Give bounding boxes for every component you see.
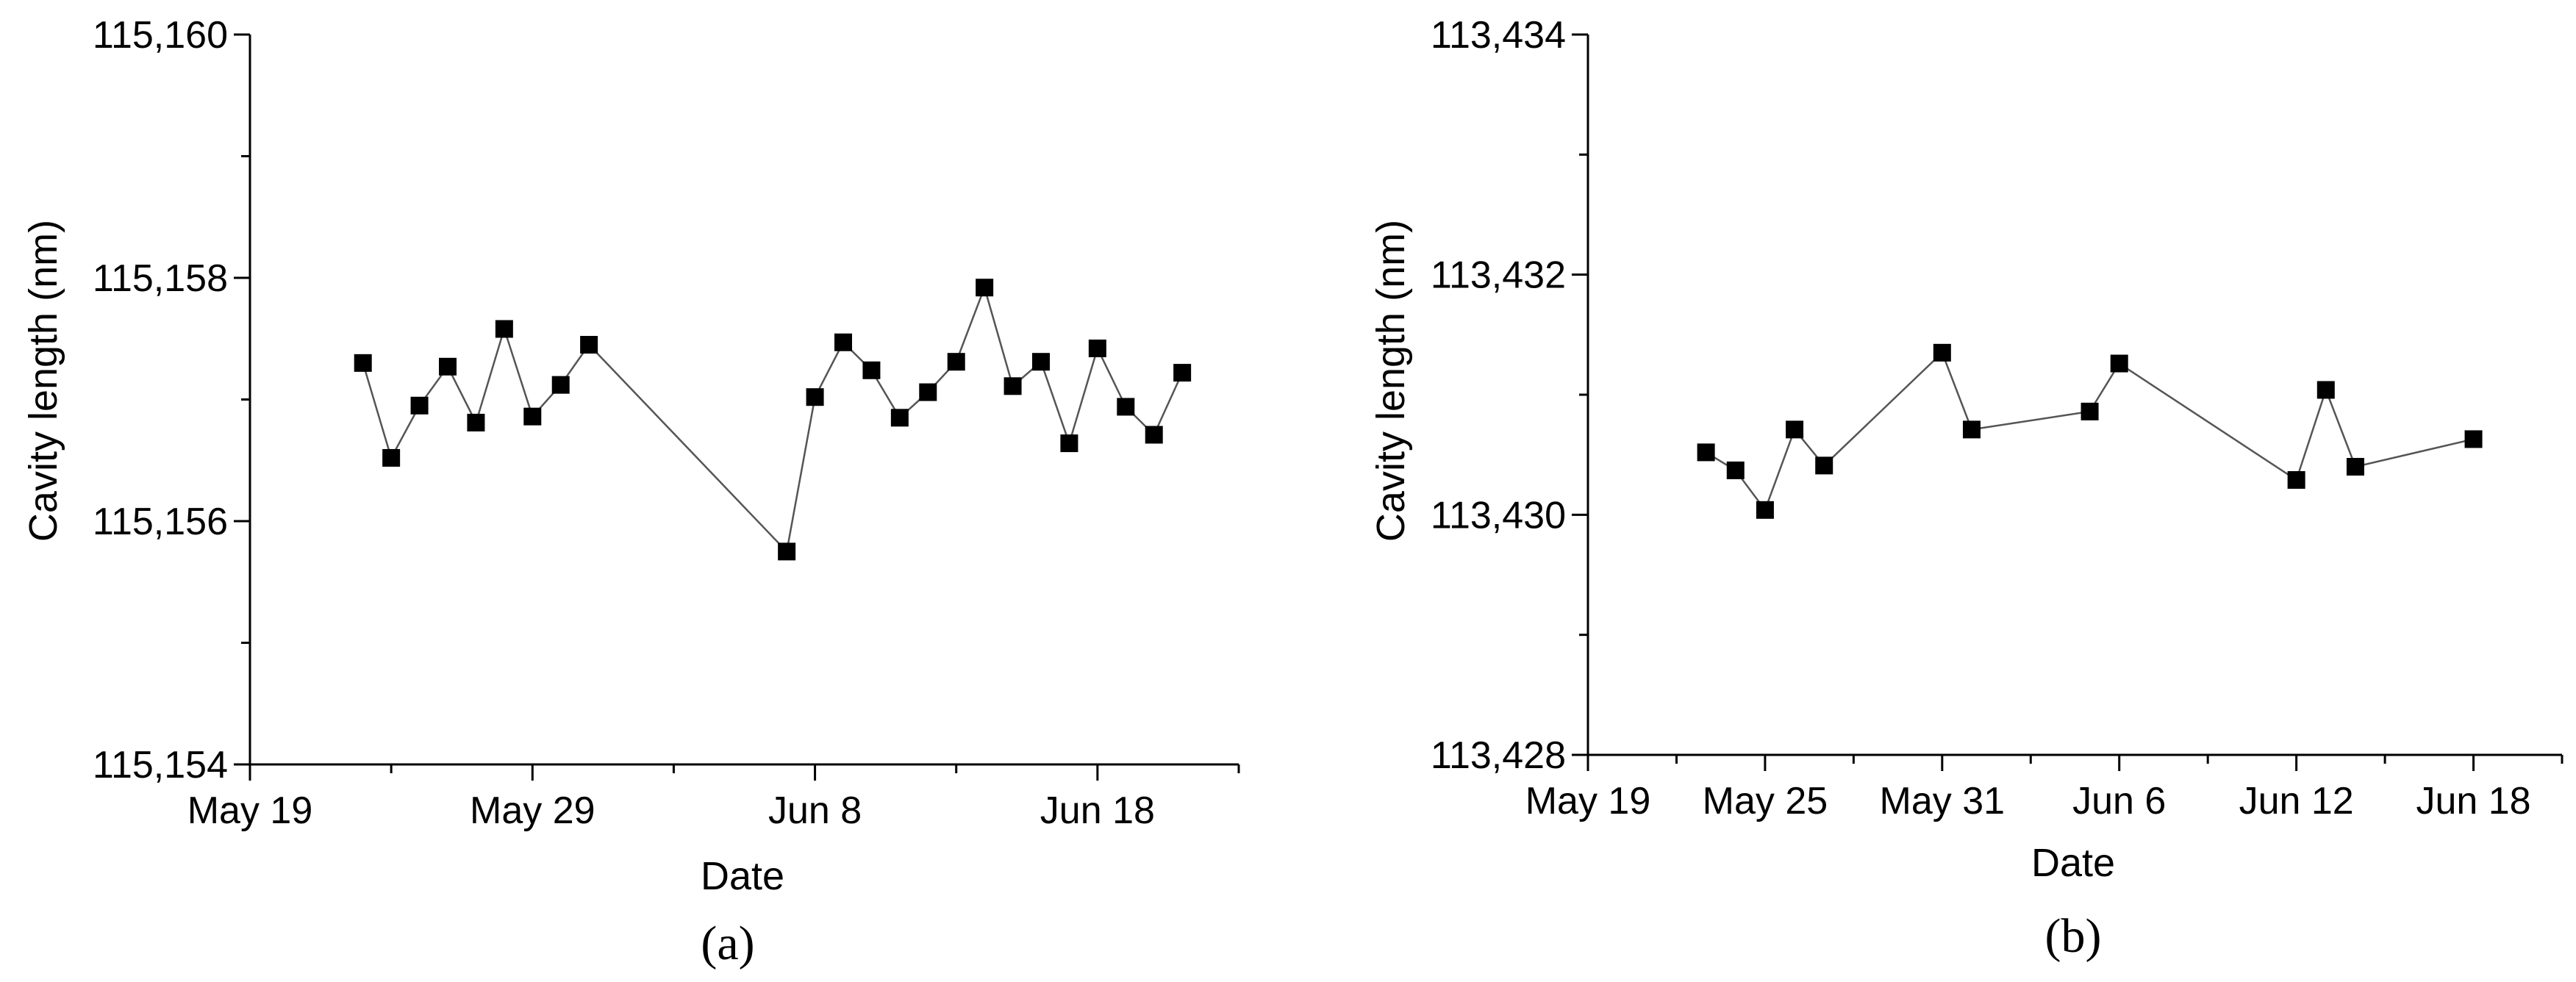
- data-point-marker: [382, 448, 401, 467]
- data-point-marker: [834, 333, 852, 351]
- data-point-marker: [1173, 364, 1192, 382]
- data-point-marker: [1726, 461, 1745, 479]
- data-point-marker: [2464, 430, 2483, 448]
- data-point-marker: [2287, 470, 2305, 489]
- data-point-marker: [2110, 354, 2128, 373]
- data-point-marker: [862, 361, 881, 379]
- x-tick-label: May 25: [1703, 780, 1828, 822]
- y-tick-label: 115,160: [93, 14, 228, 57]
- data-point-marker: [1815, 456, 1833, 475]
- x-tick-label: May 29: [470, 789, 595, 832]
- data-point-marker: [947, 353, 965, 371]
- y-tick-label: 115,158: [93, 257, 228, 300]
- x-axis-label: Date: [2031, 841, 2115, 885]
- y-tick-label: 115,156: [93, 501, 228, 543]
- panel-label: (b): [2045, 909, 2102, 963]
- data-point-marker: [919, 383, 937, 401]
- data-point-marker: [495, 320, 513, 338]
- data-point-marker: [467, 413, 485, 431]
- x-tick-label: Jun 12: [2239, 780, 2354, 822]
- series-line: [362, 284, 1184, 554]
- x-tick-label: Jun 8: [768, 789, 862, 832]
- x-tick-label: Jun 6: [2072, 780, 2166, 822]
- data-point-marker: [778, 542, 796, 561]
- data-point-marker: [410, 396, 429, 415]
- y-tick-label: 113,434: [1431, 14, 1566, 57]
- data-point-marker: [1933, 343, 1951, 362]
- data-point-marker: [1145, 426, 1163, 444]
- x-tick-label: May 19: [187, 789, 313, 832]
- chart-panel-b: Cavity length (nm) Date (b) 113,428 113,4…: [1369, 14, 2564, 963]
- y-tick-label: 113,432: [1431, 254, 1566, 297]
- data-point-marker: [439, 357, 457, 376]
- data-point-marker: [976, 279, 994, 297]
- x-tick-label: May 31: [1880, 780, 2006, 822]
- data-point-marker: [354, 354, 372, 372]
- panel-label: (a): [701, 917, 754, 970]
- data-point-marker: [1003, 377, 1022, 395]
- data-point-marker: [1088, 339, 1106, 357]
- data-point-marker: [1060, 434, 1078, 453]
- chart-panel-a: Cavity length (nm) Date (a) 115,154 115,1…: [21, 14, 1240, 970]
- data-point-marker: [551, 376, 570, 394]
- x-tick-label: May 19: [1525, 780, 1651, 822]
- data-point-marker: [2346, 458, 2364, 476]
- x-axis-label: Date: [701, 854, 784, 898]
- data-point-marker: [1032, 353, 1050, 371]
- y-axis-label: Cavity length (nm): [21, 220, 65, 542]
- data-point-marker: [2316, 381, 2335, 399]
- data-point-marker: [1756, 501, 1774, 519]
- y-tick-label: 115,154: [93, 744, 228, 786]
- data-point-marker: [806, 388, 824, 406]
- y-tick-label: 113,430: [1431, 494, 1566, 537]
- data-point-marker: [580, 336, 598, 354]
- data-point-marker: [1786, 420, 1804, 439]
- data-point-marker: [890, 409, 909, 427]
- data-point-marker: [1962, 420, 1981, 439]
- y-axis-label: Cavity length (nm): [1369, 220, 1413, 542]
- data-point-marker: [2081, 402, 2099, 420]
- x-tick-label: Jun 18: [2416, 780, 2530, 822]
- data-point-marker: [1117, 398, 1135, 416]
- data-point-marker: [1697, 443, 1715, 462]
- x-tick-label: Jun 18: [1040, 789, 1155, 832]
- y-tick-label: 113,428: [1431, 734, 1566, 777]
- data-point-marker: [523, 407, 542, 426]
